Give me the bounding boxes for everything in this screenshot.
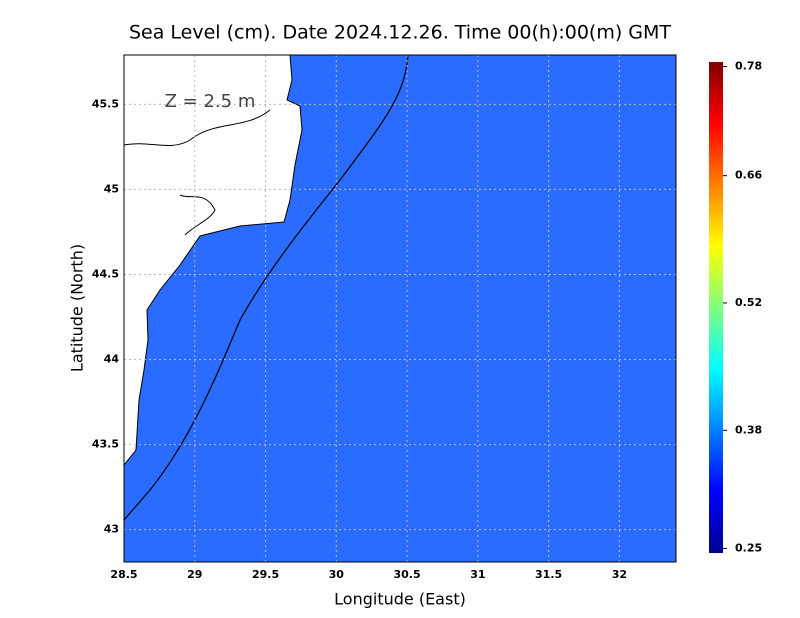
x-tick-label: 30.5 <box>394 568 421 581</box>
chart-title: Sea Level (cm). Date 2024.12.26. Time 00… <box>129 22 671 44</box>
y-tick-label: 45.5 <box>92 97 119 110</box>
colorbar-tick-label: 0.66 <box>735 169 762 182</box>
x-tick-label: 32 <box>612 568 627 581</box>
x-tick-label: 31.5 <box>535 568 562 581</box>
colorbar-tick-label: 0.25 <box>735 541 762 554</box>
colorbar <box>709 62 723 553</box>
x-tick-label: 30 <box>329 568 345 581</box>
y-axis-label: Latitude (North) <box>68 244 87 372</box>
x-axis-label: Longitude (East) <box>334 590 466 609</box>
y-tick-label: 45 <box>104 182 119 195</box>
colorbar-tick-label: 0.78 <box>735 60 762 73</box>
x-tick-label: 29.5 <box>252 568 279 581</box>
plot-area <box>124 55 676 562</box>
x-tick-label: 29 <box>187 568 202 581</box>
plot-frame <box>123 54 677 563</box>
shoreline <box>179 194 216 236</box>
x-tick-label: 28.5 <box>110 568 137 581</box>
y-tick-label: 43.5 <box>92 438 119 451</box>
annotation: Z = 2.5 m <box>165 91 256 112</box>
y-tick-label: 44 <box>104 353 120 366</box>
y-tick-label: 44.5 <box>92 267 119 280</box>
border <box>124 109 271 147</box>
y-tick-label: 43 <box>104 523 119 536</box>
x-tick-label: 31 <box>470 568 485 581</box>
land <box>124 55 303 466</box>
colorbar-tick-label: 0.38 <box>735 423 762 436</box>
colorbar-tick-label: 0.52 <box>735 296 762 309</box>
